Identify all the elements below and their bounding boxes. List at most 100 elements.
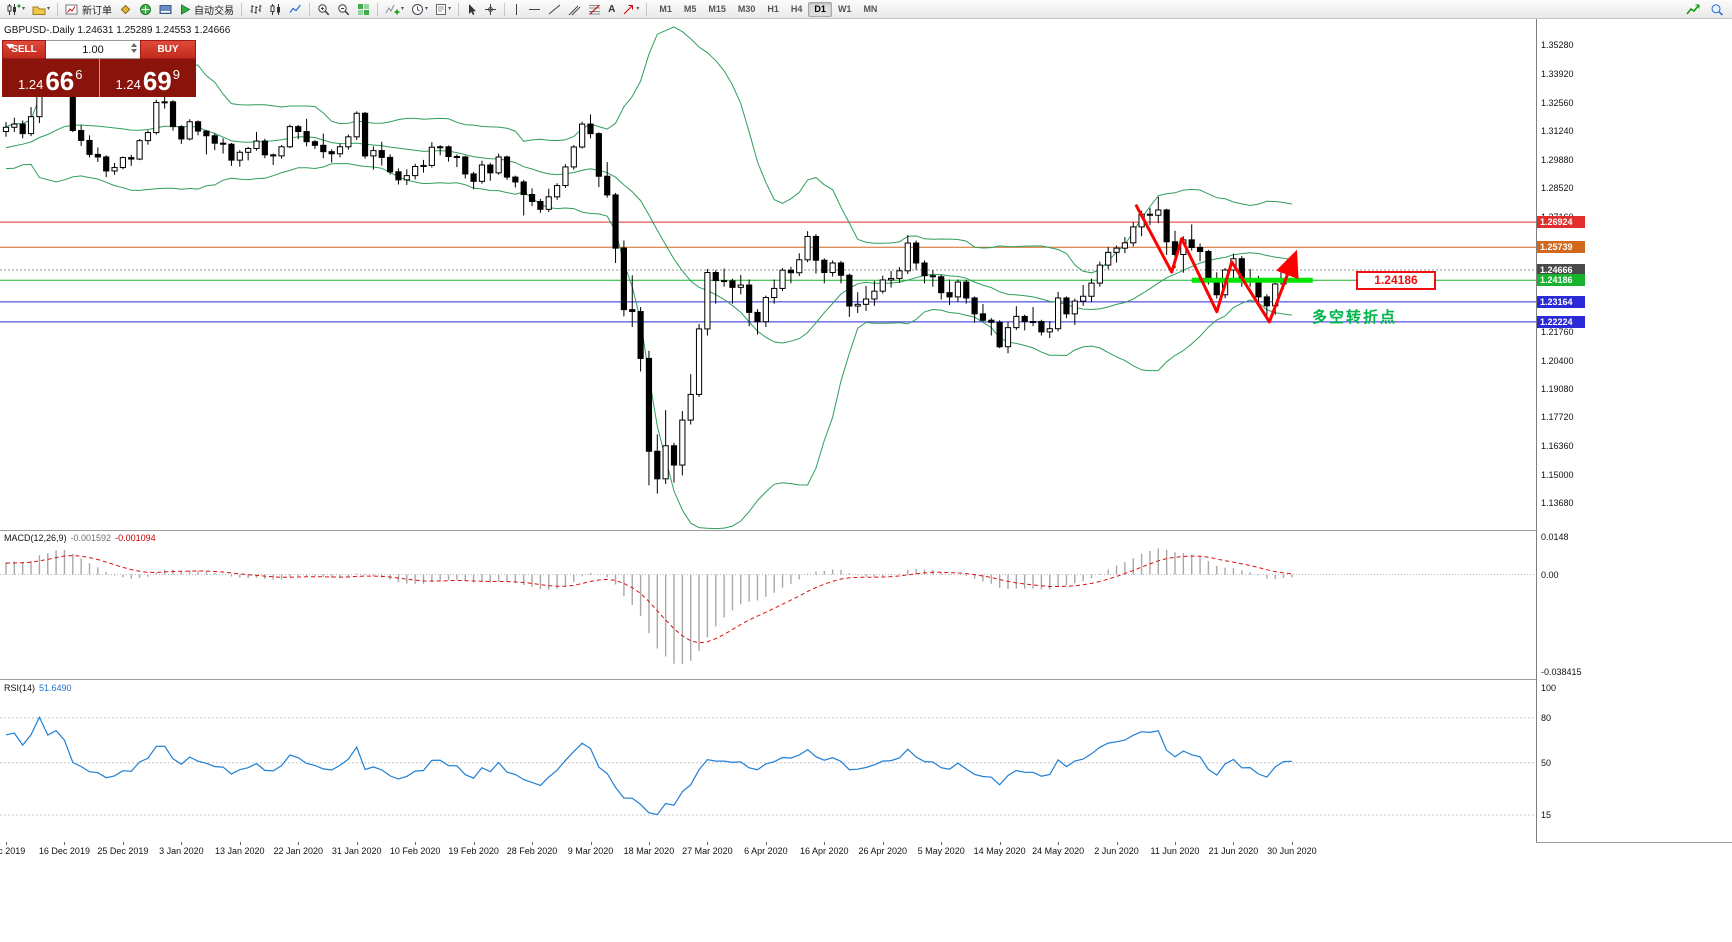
zoom-in-button[interactable] (314, 1, 333, 17)
one-click-price-row: 1.24 66 6 1.24 69 9 (2, 59, 196, 97)
timeframe-mn[interactable]: MN (863, 3, 878, 14)
auto-trading-button[interactable]: 自动交易 (176, 1, 237, 17)
timeframe-d1[interactable]: D1 (808, 1, 832, 17)
horizontal-line-button[interactable] (525, 1, 544, 17)
terminal-button[interactable] (156, 1, 175, 17)
channel-button[interactable] (565, 1, 584, 17)
chevron-down-icon: ▾ (22, 6, 26, 12)
time-axis-label: 31 Jan 2020 (331, 846, 382, 856)
fibonacci-button[interactable] (585, 1, 604, 17)
line-chart-icon (289, 3, 302, 16)
line-chart-button[interactable] (286, 1, 305, 17)
time-axis-tick (532, 842, 534, 845)
time-axis-label: 30 Jun 2020 (1267, 846, 1317, 856)
navigator-button[interactable] (136, 1, 155, 17)
time-axis-tick (122, 842, 124, 845)
periods-button[interactable]: ▾ (408, 1, 431, 17)
volume-stepper[interactable] (131, 43, 137, 53)
candlestick-chart-icon (6, 3, 21, 16)
timeframe-h1[interactable]: H1 (767, 3, 779, 14)
price-chart-canvas[interactable] (0, 19, 1536, 530)
stepper-down-icon[interactable] (131, 49, 137, 53)
time-axis-label: 22 Jan 2020 (273, 846, 324, 856)
price-axis[interactable]: 1.35280 1.33920 1.32560 1.31240 1.29880 1.285… (1536, 19, 1732, 842)
arrows-button[interactable]: ▾ (619, 1, 642, 17)
sell-price-big: 1.24 (18, 77, 44, 92)
sell-price-pips: 66 (45, 66, 75, 96)
pane-divider[interactable] (0, 530, 1732, 531)
buy-price-display[interactable]: 1.24 69 9 (100, 59, 197, 97)
candlestick-mode-button[interactable] (266, 1, 285, 17)
template-icon (435, 3, 447, 16)
toolbar-separator (309, 2, 311, 16)
timeframe-h4[interactable]: H4 (790, 3, 803, 14)
zoom-out-button[interactable] (334, 1, 353, 17)
time-axis-label: 16 Apr 2020 (800, 846, 849, 856)
timeframe-m5[interactable]: M5 (683, 3, 697, 14)
rsi-indicator-label: RSI(14) 51.6490 (4, 683, 76, 693)
templates-button[interactable]: ▾ (432, 1, 454, 17)
profiles-button[interactable]: ▾ (29, 1, 53, 17)
compass-icon (139, 3, 152, 16)
chart-window[interactable]: GBPUSD-.Daily 1.24631 1.25289 1.24553 1.… (0, 19, 1732, 942)
timeframe-m1[interactable]: M1 (659, 3, 672, 14)
toolbar-separator (241, 2, 243, 16)
market-watch-button[interactable] (116, 1, 135, 17)
sell-button[interactable]: SELL (2, 40, 46, 59)
toolbar-separator (377, 2, 379, 16)
trendline-button[interactable] (545, 1, 564, 17)
price-axis-label: 1.20400 (1541, 355, 1574, 366)
toolbar-separator (458, 2, 460, 16)
one-click-order-row: SELL 1.00 BUY (2, 40, 196, 59)
time-axis[interactable]: Dec 2019 16 Dec 2019 25 Dec 2019 3 Jan 2020… (0, 842, 1536, 860)
macd-axis-label: 0.00 (1541, 569, 1559, 580)
tile-windows-icon (357, 3, 370, 16)
time-axis-label: 2 Jun 2020 (1094, 846, 1139, 856)
price-annotation-label[interactable]: 1.24186 (1356, 271, 1436, 290)
sell-price-display[interactable]: 1.24 66 6 (2, 59, 100, 97)
text-button[interactable]: A (605, 1, 618, 17)
chinese-note-text[interactable]: 多空转折点 (1312, 309, 1398, 326)
volume-input[interactable]: 1.00 (46, 40, 140, 59)
price-axis-label: 1.21760 (1541, 326, 1574, 337)
macd-pane-canvas[interactable] (0, 531, 1536, 679)
timeframe-m30[interactable]: M30 (737, 3, 756, 14)
toolbar-separator (646, 2, 648, 16)
magnifier-button[interactable] (1707, 1, 1727, 17)
time-axis-label: 26 Apr 2020 (858, 846, 908, 856)
trend-arrow-button[interactable] (1683, 1, 1704, 17)
crosshair-button[interactable] (481, 1, 500, 17)
rsi-axis-label: 80 (1541, 712, 1552, 723)
price-axis-label: 1.35280 (1541, 40, 1574, 50)
timeframe-w1[interactable]: W1 (837, 3, 852, 14)
buy-button-label: BUY (157, 44, 179, 55)
auto-trading-label: 自动交易 (194, 5, 235, 17)
new-order-button[interactable]: 新订单 (62, 1, 115, 17)
cursor-button[interactable] (463, 1, 480, 17)
time-axis-tick (1116, 842, 1118, 845)
buy-price-big: 1.24 (115, 77, 141, 92)
time-axis-tick (824, 842, 826, 845)
tile-windows-button[interactable] (354, 1, 373, 17)
time-axis-label: 16 Dec 2019 (38, 846, 90, 856)
time-axis-tick (941, 842, 943, 845)
time-axis-tick (415, 842, 417, 845)
one-click-collapse-icon[interactable] (6, 44, 14, 49)
rsi-pane-canvas[interactable] (0, 680, 1536, 842)
timeframe-m15[interactable]: M15 (708, 3, 726, 14)
time-axis-tick (239, 842, 241, 845)
price-tag: 1.25739 (1537, 241, 1585, 254)
stepper-up-icon[interactable] (131, 43, 137, 47)
one-click-trading-panel: SELL 1.00 BUY 1.24 66 6 1.24 (2, 40, 196, 97)
bar-chart-button[interactable] (246, 1, 265, 17)
vertical-line-button[interactable] (509, 1, 524, 17)
indicators-button[interactable]: ▾ (382, 1, 407, 17)
time-axis-label: 18 Mar 2020 (623, 846, 675, 856)
new-chart-button[interactable]: ▾ (3, 1, 28, 17)
buy-button[interactable]: BUY (140, 40, 196, 59)
price-tag: 1.23164 (1537, 295, 1585, 308)
pane-divider[interactable] (0, 679, 1732, 680)
trendline-icon (548, 3, 561, 16)
macd-main-value: -0.001592 (70, 533, 112, 543)
time-axis-label: 9 Mar 2020 (567, 846, 614, 856)
